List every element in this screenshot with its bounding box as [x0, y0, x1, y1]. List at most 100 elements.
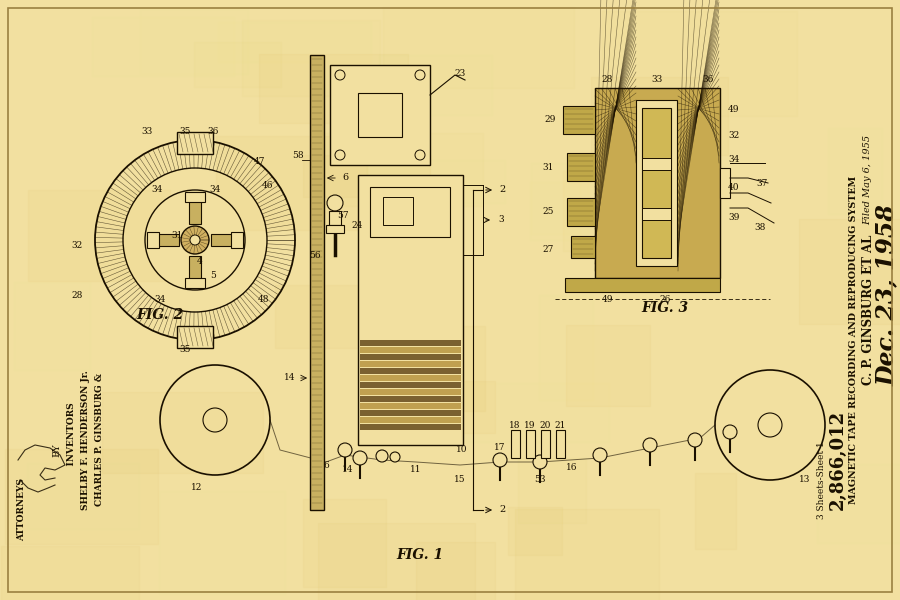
Bar — [383, 197, 413, 225]
Text: 13: 13 — [799, 475, 811, 485]
Bar — [274, 286, 428, 348]
Bar — [382, 7, 573, 88]
Bar — [140, 8, 248, 74]
Circle shape — [376, 450, 388, 462]
Bar — [556, 430, 565, 458]
Text: 3: 3 — [499, 215, 504, 224]
Bar — [538, 295, 593, 400]
Text: 58: 58 — [292, 151, 304, 160]
Bar — [360, 361, 461, 367]
Text: 35: 35 — [179, 127, 191, 136]
Text: 36: 36 — [207, 127, 219, 136]
Circle shape — [145, 190, 245, 290]
Bar — [92, 17, 233, 76]
Bar — [259, 54, 409, 124]
Bar — [515, 509, 659, 600]
Text: 32: 32 — [728, 131, 740, 140]
Text: 49: 49 — [601, 295, 613, 304]
Bar — [329, 211, 341, 225]
Text: 34: 34 — [210, 185, 220, 194]
Text: 3 Sheets-Sheet 1: 3 Sheets-Sheet 1 — [817, 441, 826, 519]
Bar — [360, 424, 461, 430]
Circle shape — [190, 235, 200, 245]
Bar — [314, 133, 482, 206]
Circle shape — [593, 448, 607, 462]
Text: 2: 2 — [500, 185, 506, 194]
Bar — [360, 347, 461, 353]
Text: 34: 34 — [151, 185, 163, 194]
Bar — [360, 410, 461, 416]
Bar — [194, 43, 281, 87]
Text: 31: 31 — [543, 163, 553, 172]
Text: FIG. 3: FIG. 3 — [642, 301, 688, 315]
Text: Filed May 6, 1955: Filed May 6, 1955 — [863, 135, 872, 225]
Bar — [303, 155, 430, 197]
Bar — [541, 430, 550, 458]
Text: 47: 47 — [254, 157, 266, 166]
Text: 29: 29 — [544, 115, 555, 124]
Bar — [358, 93, 402, 137]
Text: 56: 56 — [310, 251, 320, 259]
Bar — [367, 160, 505, 203]
Text: 53: 53 — [535, 475, 545, 485]
Text: 36: 36 — [702, 76, 714, 85]
Bar — [27, 463, 139, 529]
Bar — [636, 100, 677, 266]
Text: 2: 2 — [500, 505, 506, 514]
Bar — [358, 175, 463, 445]
Text: 28: 28 — [601, 76, 613, 85]
Circle shape — [688, 433, 702, 447]
Bar — [432, 383, 609, 442]
Text: 35: 35 — [179, 346, 191, 355]
Text: 40: 40 — [728, 184, 740, 193]
Bar — [147, 234, 179, 246]
Bar — [360, 396, 461, 402]
Text: 14: 14 — [342, 466, 354, 475]
Bar — [330, 65, 430, 165]
Text: 5: 5 — [210, 271, 216, 280]
Text: 6: 6 — [342, 173, 348, 182]
Bar — [566, 325, 650, 406]
Bar — [817, 464, 900, 543]
Text: 20: 20 — [539, 421, 551, 430]
Bar — [185, 192, 205, 202]
Text: 48: 48 — [257, 295, 269, 304]
Text: 28: 28 — [71, 290, 83, 299]
Bar — [379, 55, 492, 115]
Text: 25: 25 — [542, 208, 554, 217]
Bar — [642, 158, 671, 170]
Bar — [189, 256, 201, 288]
Circle shape — [338, 443, 352, 457]
Bar — [642, 108, 671, 258]
Text: SHELBY F. HENDERSON Jr.: SHELBY F. HENDERSON Jr. — [82, 370, 91, 510]
Bar — [360, 375, 461, 381]
Text: 16: 16 — [566, 463, 578, 473]
Text: 6: 6 — [323, 461, 328, 469]
Bar — [828, 128, 882, 214]
Circle shape — [181, 226, 209, 254]
Bar — [147, 232, 159, 248]
Text: 32: 32 — [71, 241, 83, 250]
Text: C. P. GINSBURG ET AL: C. P. GINSBURG ET AL — [861, 235, 875, 385]
Circle shape — [723, 425, 737, 439]
Text: BY: BY — [52, 443, 61, 457]
Text: 27: 27 — [543, 245, 553, 254]
Bar — [28, 190, 169, 281]
Bar — [518, 458, 586, 523]
Text: 33: 33 — [141, 127, 153, 136]
Bar — [360, 368, 461, 374]
Text: 15: 15 — [454, 475, 466, 485]
Text: 10: 10 — [456, 445, 468, 455]
Text: MAGNETIC TAPE RECORDING AND REPRODUCING SYSTEM: MAGNETIC TAPE RECORDING AND REPRODUCING … — [850, 176, 859, 504]
Bar — [563, 106, 595, 134]
Text: 24: 24 — [351, 220, 363, 229]
Bar — [242, 20, 380, 95]
Bar — [360, 389, 461, 395]
Text: 33: 33 — [652, 76, 662, 85]
Bar — [360, 417, 461, 423]
Text: 49: 49 — [728, 106, 740, 115]
Bar — [416, 542, 495, 600]
Text: 34: 34 — [728, 155, 740, 164]
Text: 31: 31 — [171, 230, 183, 239]
Circle shape — [533, 455, 547, 469]
